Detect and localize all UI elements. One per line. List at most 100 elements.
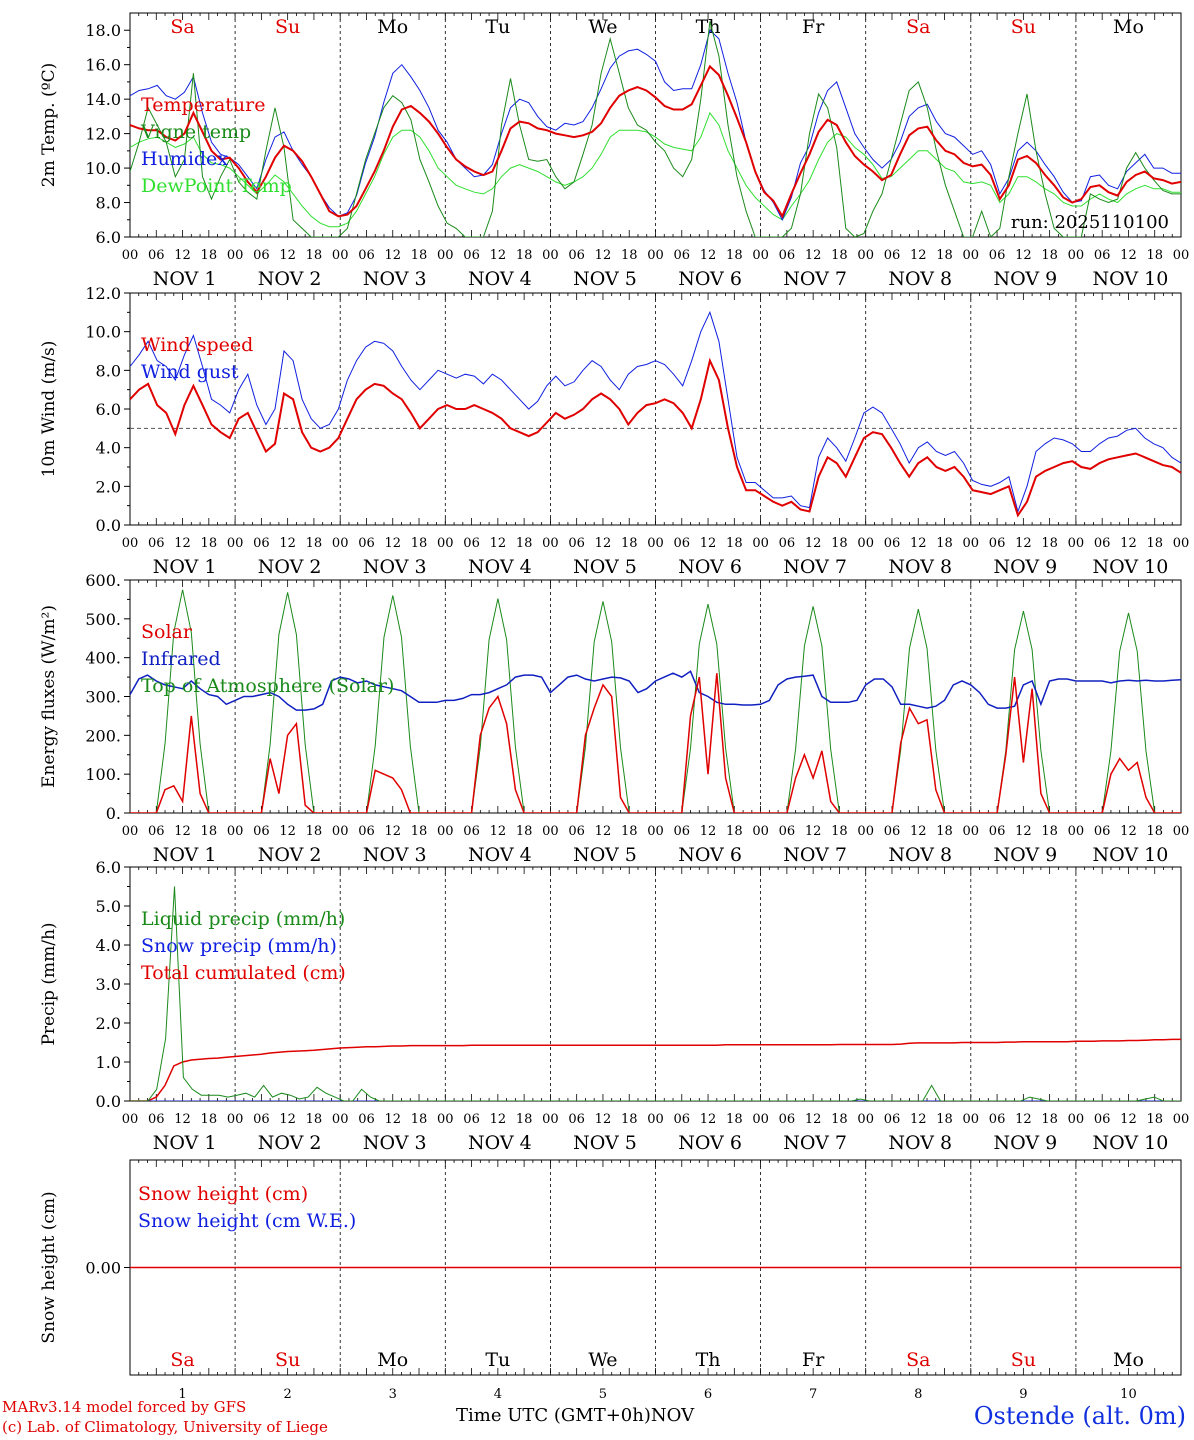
hour-label: 18: [411, 824, 428, 839]
hour-label: 00: [437, 248, 454, 263]
hour-label: 18: [306, 824, 323, 839]
day-number: 6: [704, 1387, 712, 1402]
series-line-temperature: [130, 64, 1181, 219]
hour-label: 12: [1120, 536, 1137, 551]
date-label: NOV 2: [258, 268, 322, 290]
hour-label: 18: [516, 824, 533, 839]
hour-label: 06: [989, 536, 1006, 551]
date-label: NOV 6: [678, 268, 742, 290]
panel-frame: [129, 12, 1182, 238]
hour-label: 18: [936, 536, 953, 551]
y-tick-label: 0.0: [96, 1092, 121, 1111]
date-label: NOV 6: [678, 1132, 742, 1154]
legend-entry: Wind gust: [141, 361, 239, 383]
model-credit: MARv3.14 model forced by GFS: [2, 1398, 247, 1416]
y-tick-label: 4.0: [96, 439, 121, 458]
hour-label: 00: [963, 536, 980, 551]
hour-label: 06: [358, 536, 375, 551]
hour-label: 00: [1173, 824, 1190, 839]
hour-label: 12: [700, 536, 717, 551]
hour-label: 18: [411, 248, 428, 263]
hour-label: 06: [779, 536, 796, 551]
hour-label: 00: [332, 248, 349, 263]
y-tick-label: 1.0: [96, 1053, 121, 1072]
hour-label: 00: [437, 824, 454, 839]
hour-label: 06: [1094, 248, 1111, 263]
hour-label: 06: [358, 824, 375, 839]
y-tick-label: 0.: [106, 804, 121, 823]
hour-label: 00: [542, 1112, 559, 1127]
date-label: NOV 2: [258, 844, 322, 866]
weekday-label: Mo: [1113, 1349, 1144, 1371]
y-tick-label: 0.0: [96, 516, 121, 535]
hour-label: 00: [1068, 248, 1085, 263]
hour-label: 00: [542, 248, 559, 263]
weekday-label: Th: [696, 1349, 721, 1371]
month-label: NOV: [650, 1405, 695, 1426]
date-label: NOV 5: [573, 844, 637, 866]
hour-label: 00: [857, 248, 874, 263]
hour-label: 12: [174, 536, 191, 551]
hour-label: 00: [227, 536, 244, 551]
hour-label: 12: [910, 824, 927, 839]
y-tick-label: 8.0: [96, 194, 121, 213]
hour-label: 00: [752, 1112, 769, 1127]
y-tick-label: 6.0: [96, 858, 121, 877]
legend-entry: Wind speed: [141, 334, 253, 356]
hour-label: 18: [306, 536, 323, 551]
hour-label: 12: [1120, 824, 1137, 839]
y-tick-label: 14.0: [85, 90, 121, 109]
hour-label: 06: [253, 824, 270, 839]
y-tick-label: 3.0: [96, 975, 121, 994]
hour-label: 18: [306, 1112, 323, 1127]
date-label: NOV 1: [153, 556, 217, 578]
hour-label: 12: [595, 1112, 612, 1127]
date-label: NOV 10: [1093, 1132, 1169, 1154]
y-axis-label: Snow height (cm): [39, 1191, 59, 1343]
y-axis-label: Energy fluxes (W/m²): [39, 605, 59, 788]
hour-label: 06: [779, 824, 796, 839]
hour-label: 12: [1015, 248, 1032, 263]
weekday-label: Sa: [170, 1349, 194, 1371]
weekday-label: Su: [1011, 1349, 1036, 1371]
legend-entry: Vigne temp: [140, 121, 251, 143]
y-tick-label: 12.0: [85, 125, 121, 144]
hour-label: 18: [1041, 824, 1058, 839]
weekday-label: Sa: [170, 16, 194, 38]
y-tick-label: 400.: [85, 649, 121, 668]
hour-label: 06: [148, 248, 165, 263]
y-tick-label: 200.: [85, 726, 121, 745]
hour-label: 00: [647, 248, 664, 263]
hour-label: 12: [1120, 1112, 1137, 1127]
hour-label: 18: [201, 248, 218, 263]
hour-label: 18: [411, 536, 428, 551]
date-label: NOV 1: [153, 1132, 217, 1154]
y-tick-label: 10.0: [85, 159, 121, 178]
hour-label: 00: [1068, 536, 1085, 551]
y-tick-label: 2.0: [96, 477, 121, 496]
hour-label: 12: [279, 248, 296, 263]
date-label: NOV 10: [1093, 268, 1169, 290]
hour-label: 06: [358, 1112, 375, 1127]
hour-label: 12: [279, 1112, 296, 1127]
hour-label: 18: [516, 248, 533, 263]
hour-label: 00: [1068, 824, 1085, 839]
date-label: NOV 5: [573, 1132, 637, 1154]
series-line-solar: [130, 673, 1181, 813]
day-number: 7: [809, 1387, 817, 1402]
hour-label: 18: [1146, 536, 1163, 551]
date-label: NOV 4: [468, 268, 532, 290]
date-label: NOV 7: [783, 844, 847, 866]
hour-label: 00: [437, 1112, 454, 1127]
hour-label: 00: [752, 248, 769, 263]
date-label: NOV 4: [468, 556, 532, 578]
hour-label: 00: [647, 536, 664, 551]
hour-label: 00: [122, 824, 139, 839]
hour-label: 12: [490, 1112, 507, 1127]
weekday-label: Su: [1011, 16, 1036, 38]
date-label: NOV 8: [888, 556, 952, 578]
hour-label: 18: [936, 824, 953, 839]
y-axis-label: Precip (mm/h): [39, 922, 59, 1045]
y-tick-label: 10.0: [85, 323, 121, 342]
hour-label: 06: [568, 248, 585, 263]
